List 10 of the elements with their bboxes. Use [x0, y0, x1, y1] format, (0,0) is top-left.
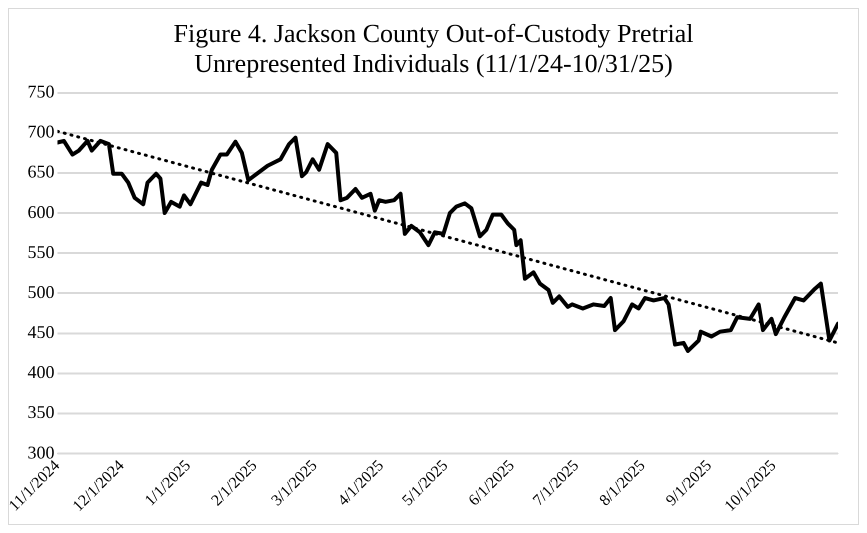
y-tick-label: 650 — [27, 162, 54, 182]
y-tick-label: 700 — [27, 122, 54, 142]
y-tick-label: 400 — [27, 362, 54, 382]
y-tick-label: 500 — [27, 282, 54, 302]
y-tick-label: 350 — [27, 402, 54, 422]
y-tick-label: 550 — [27, 242, 54, 262]
y-tick-label: 450 — [27, 322, 54, 342]
y-tick-label: 750 — [27, 82, 54, 102]
y-tick-label: 600 — [27, 202, 54, 222]
chart-title: Figure 4. Jackson County Out-of-Custody Pretrial Unrepresented Individuals (11/1/24-10/31/25) — [172, 19, 694, 79]
